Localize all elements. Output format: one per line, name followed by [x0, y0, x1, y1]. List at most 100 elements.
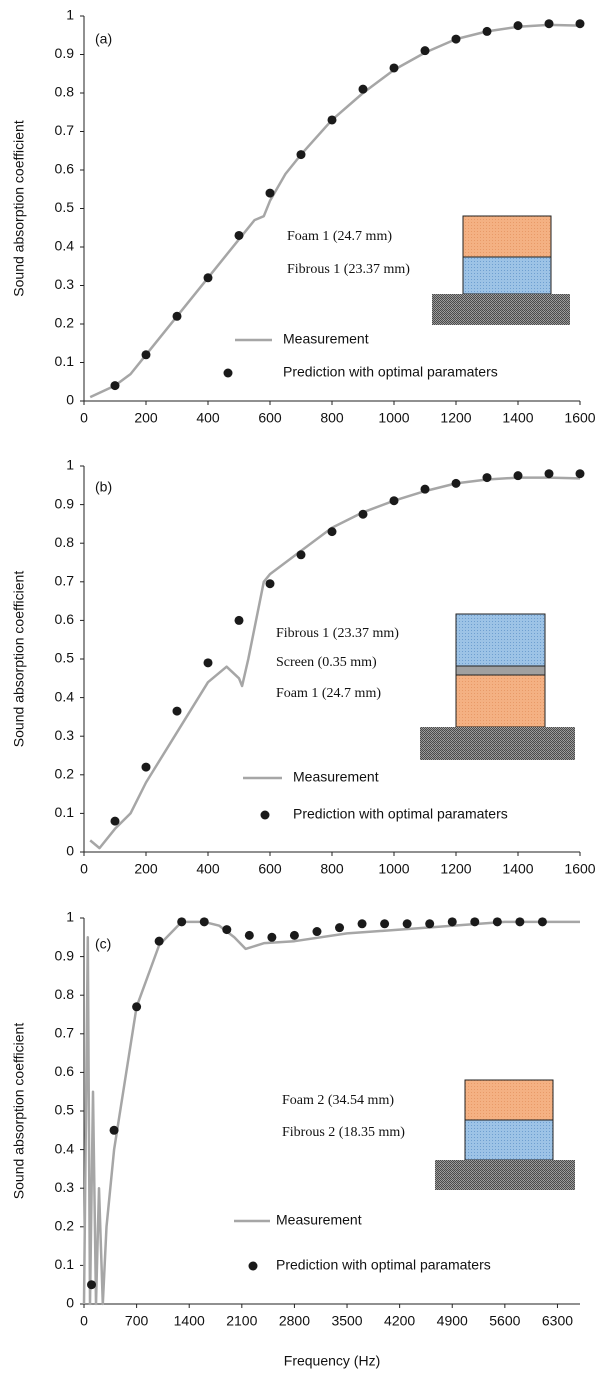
- layer: [455, 674, 546, 728]
- y-tick-label: 0.9: [55, 45, 75, 61]
- rigid-backing: [432, 294, 570, 325]
- legend-marker: [248, 1261, 258, 1271]
- prediction-point: [172, 706, 182, 716]
- legend-label: Measurement: [293, 769, 379, 785]
- x-tick-label: 800: [320, 861, 344, 877]
- x-tick-label: 4200: [384, 1313, 415, 1329]
- prediction-point: [234, 230, 244, 240]
- layer-label: Fibrous 2 (18.35 mm): [282, 1125, 405, 1140]
- x-tick-label: 1400: [174, 1313, 205, 1329]
- prediction-point: [380, 919, 390, 929]
- prediction-point: [544, 19, 554, 29]
- layer-label: Fibrous 1 (23.37 mm): [276, 626, 399, 641]
- y-tick-label: 0.8: [55, 534, 75, 550]
- prediction-point: [492, 917, 502, 927]
- y-tick-label: 1: [66, 7, 74, 23]
- layer: [455, 613, 546, 667]
- y-tick-label: 0.3: [55, 1179, 75, 1195]
- prediction-point: [402, 919, 412, 929]
- prediction-point: [110, 381, 120, 391]
- prediction-point: [575, 19, 585, 29]
- x-axis-label: Frequency (Hz): [284, 1353, 380, 1369]
- y-tick-label: 0.8: [55, 84, 75, 100]
- y-tick-label: 0.3: [55, 727, 75, 743]
- x-tick-label: 600: [258, 410, 282, 426]
- y-tick-label: 0.1: [55, 1256, 75, 1272]
- prediction-point: [447, 917, 457, 927]
- y-tick-label: 0.2: [55, 315, 75, 331]
- prediction-point: [420, 484, 430, 494]
- x-tick-label: 200: [134, 410, 158, 426]
- prediction-point: [267, 932, 277, 942]
- prediction-point: [87, 1280, 97, 1290]
- layer-label: Screen (0.35 mm): [276, 655, 377, 670]
- x-tick-label: 2100: [226, 1313, 257, 1329]
- legend-label: Prediction with optimal paramaters: [293, 806, 508, 822]
- prediction-point: [327, 527, 337, 537]
- layer: [455, 665, 546, 676]
- x-tick-label: 1000: [378, 410, 409, 426]
- prediction-point: [203, 273, 213, 283]
- prediction-point: [289, 930, 299, 940]
- x-tick-label: 1600: [564, 861, 595, 877]
- layer-label: Foam 2 (34.54 mm): [282, 1093, 394, 1108]
- prediction-point: [265, 188, 275, 198]
- prediction-point: [357, 919, 367, 929]
- y-tick-label: 0: [66, 1295, 74, 1311]
- prediction-point: [244, 930, 254, 940]
- prediction-point: [132, 1002, 142, 1012]
- y-axis-label: Sound absorption coefficient: [11, 571, 27, 748]
- x-tick-label: 0: [80, 861, 88, 877]
- prediction-point: [234, 615, 244, 625]
- prediction-point: [110, 816, 120, 826]
- layer: [462, 256, 552, 295]
- layer: [464, 1079, 554, 1121]
- y-tick-label: 1: [66, 457, 74, 473]
- y-tick-label: 0.1: [55, 353, 75, 369]
- measurement-line: [89, 476, 581, 850]
- x-tick-label: 6300: [542, 1313, 573, 1329]
- measurement-line: [89, 23, 581, 399]
- x-tick-label: 1600: [564, 410, 595, 426]
- prediction-point: [451, 34, 461, 44]
- y-tick-label: 1: [66, 909, 74, 925]
- x-tick-label: 600: [258, 861, 282, 877]
- prediction-point: [141, 762, 151, 772]
- prediction-point: [199, 917, 209, 927]
- prediction-point: [296, 150, 306, 160]
- y-tick-label: 0.5: [55, 199, 75, 215]
- y-axis-label: Sound absorption coefficient: [11, 1023, 27, 1200]
- prediction-point: [389, 496, 399, 506]
- x-tick-label: 0: [80, 410, 88, 426]
- legend-marker: [260, 810, 270, 820]
- prediction-point: [203, 658, 213, 668]
- prediction-point: [420, 46, 430, 56]
- layer-label: Foam 1 (24.7 mm): [287, 229, 392, 244]
- layer-label: Foam 1 (24.7 mm): [276, 686, 381, 701]
- x-tick-label: 700: [125, 1313, 149, 1329]
- prediction-point: [470, 917, 480, 927]
- y-tick-label: 0: [66, 843, 74, 859]
- prediction-point: [327, 115, 337, 125]
- layer: [464, 1119, 554, 1161]
- x-tick-label: 2800: [279, 1313, 310, 1329]
- panel-label: (b): [95, 479, 112, 495]
- x-tick-label: 1400: [502, 861, 533, 877]
- prediction-point: [451, 478, 461, 488]
- y-tick-label: 0.2: [55, 766, 75, 782]
- prediction-point: [544, 469, 554, 479]
- x-tick-label: 3500: [331, 1313, 362, 1329]
- x-tick-label: 1200: [440, 410, 471, 426]
- x-tick-label: 5600: [489, 1313, 520, 1329]
- prediction-point: [482, 473, 492, 483]
- prediction-point: [482, 26, 492, 36]
- prediction-point: [513, 471, 523, 481]
- prediction-point: [177, 917, 187, 927]
- y-tick-label: 0.7: [55, 122, 75, 138]
- y-tick-label: 0.6: [55, 1063, 75, 1079]
- legend-label: Prediction with optimal paramaters: [283, 364, 498, 380]
- prediction-point: [296, 550, 306, 560]
- y-tick-label: 0.5: [55, 650, 75, 666]
- prediction-point: [265, 579, 275, 589]
